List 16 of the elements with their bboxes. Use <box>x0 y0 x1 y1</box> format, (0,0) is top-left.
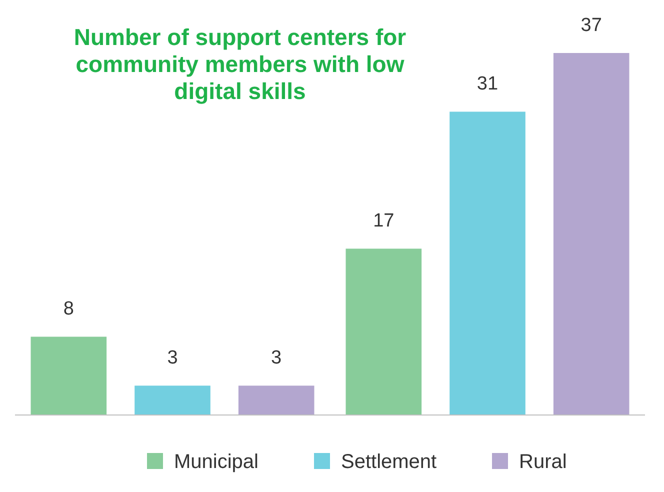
bar <box>30 336 107 415</box>
data-label: 3 <box>167 348 178 369</box>
legend-label: Municipal <box>174 451 258 473</box>
bar <box>450 112 526 415</box>
bar <box>553 53 630 415</box>
bar <box>346 248 422 415</box>
data-label: 8 <box>63 298 74 320</box>
data-label: 37 <box>580 15 602 36</box>
data-label: 3 <box>271 348 282 369</box>
legend-label: Rural <box>519 451 567 473</box>
bar <box>134 386 210 415</box>
legend-label: Settlement <box>341 451 438 473</box>
data-label: 17 <box>373 210 394 232</box>
chart-title: Number of support centers for community members with low digital skills <box>74 24 406 104</box>
bar <box>238 386 314 415</box>
data-label: 31 <box>476 74 498 95</box>
